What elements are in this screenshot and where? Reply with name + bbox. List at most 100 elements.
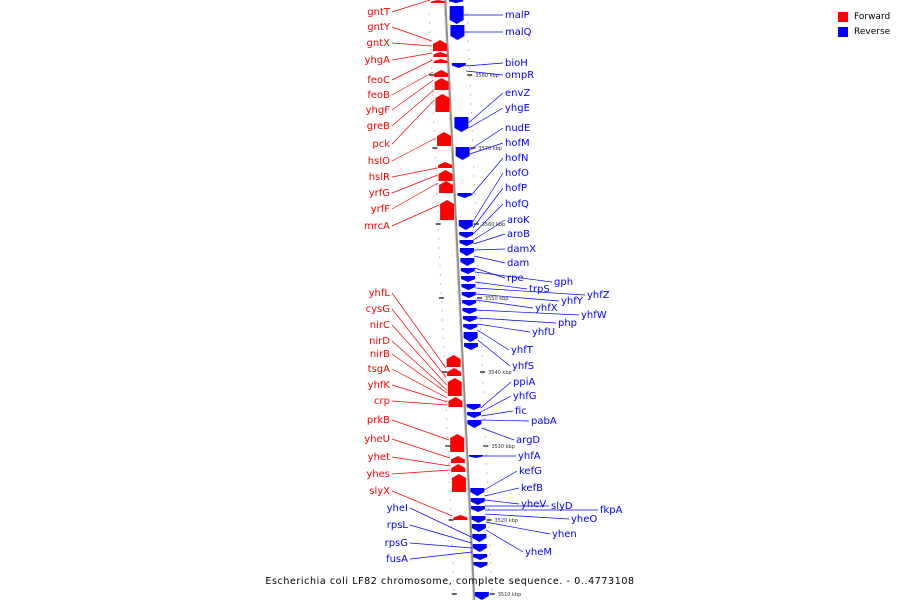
forward-leader-line [391,340,448,391]
forward-gene-label: slyX [369,486,390,497]
forward-gene-label: yhgA [365,55,391,66]
forward-leader-line [391,353,448,394]
reverse-gene-arrow [451,63,466,68]
forward-gene-arrow [448,397,463,407]
forward-gene-arrow [439,181,454,193]
reverse-gene-arrow [471,506,486,512]
forward-gene-label: gntY [367,22,391,33]
tick-label: 3520 kbp [495,518,519,524]
reverse-leader-line [474,267,506,279]
forward-leader-line [391,384,448,403]
forward-gene-label: hslR [369,172,390,183]
reverse-gene-label: yheI [387,503,408,514]
forward-gene-arrow [440,200,455,220]
forward-leader-line [391,419,450,441]
reverse-gene-arrow [461,276,476,282]
reverse-leader-line [472,172,504,223]
forward-gene-label: yhfL [369,288,391,299]
forward-leader-line [391,400,448,406]
reverse-gene-arrow [462,308,477,314]
reverse-gene-arrow [472,534,487,542]
reverse-gene-arrow [466,404,481,410]
reverse-leader-line [476,317,557,324]
reverse-gene-arrow [472,544,487,552]
forward-gene-label: yhfK [368,380,391,391]
reverse-gene-label: fic [515,406,527,417]
reverse-gene-label: damX [507,244,536,255]
reverse-leader-line [468,107,504,129]
reverse-gene-label: bioH [505,58,528,69]
reverse-gene-label: yhfZ [587,290,610,301]
reverse-gene-label: trpS [529,284,550,295]
reverse-gene-label: aroK [507,215,530,226]
forward-leader-line [391,89,435,127]
reverse-gene-arrow [466,412,481,418]
forward-gene-arrow [446,355,461,367]
reverse-gene-label: kefG [519,466,542,477]
forward-gene-arrow [438,170,453,181]
reverse-gene-arrow [470,498,485,505]
reverse-leader-line [469,142,504,155]
map-caption: Escherichia coli LF82 chromosome, comple… [265,576,635,587]
reverse-leader-line [475,293,560,302]
reverse-gene-label: ompR [505,70,534,81]
reverse-gene-label: malQ [505,27,532,38]
reverse-gene-label: hofP [505,183,527,194]
forward-gene-label: feoB [367,90,390,101]
reverse-gene-label: yhfS [512,361,534,372]
reverse-leader-line [469,127,504,151]
forward-gene-arrow [432,40,447,51]
reverse-gene-arrow [463,324,478,330]
tick-label: 3530 kbp [491,444,515,450]
legend: Forward Reverse [838,9,890,39]
forward-leader-line [391,469,451,475]
reverse-leader-line [475,281,528,290]
forward-gene-label: crp [374,396,390,407]
reverse-gene-arrow [474,592,489,600]
reverse-gene-label: rpsL [387,520,409,531]
forward-leader-line [391,99,435,145]
reverse-leader-line [409,507,472,538]
reverse-gene-arrow [473,562,488,568]
reverse-gene-arrow [459,240,474,246]
reverse-leader-line [485,521,551,535]
tick-label: 3580 kbp [475,73,499,79]
forward-gene-label: pck [372,139,390,150]
forward-leader-line [391,0,431,13]
tick-label: 3550 kbp [485,296,509,302]
reverse-gene-label: yhgE [505,103,530,114]
forward-leader-line [391,42,433,47]
reverse-gene-label: hofO [505,168,529,179]
forward-gene-label: nirC [370,320,390,331]
forward-gene-label: gntT [367,7,391,18]
forward-leader-line [391,79,434,111]
reverse-gene-arrow [459,248,474,256]
reverse-gene-arrow [460,258,475,266]
reverse-gene-label: malP [505,10,530,21]
reverse-gene-label: yhfU [532,327,555,338]
reverse-leader-line [476,323,531,333]
reverse-leader-line [475,299,534,309]
reverse-leader-line [485,513,570,520]
reverse-leader-line [477,329,510,351]
reverse-leader-line [409,542,472,549]
forward-gene-label: greB [367,121,390,132]
forward-gene-label: yhgF [366,105,391,116]
forward-gene-arrow [450,434,465,452]
reverse-leader-line [474,271,553,283]
reverse-leader-line [477,339,511,367]
reverse-gene-label: yhfA [518,451,541,462]
reverse-leader-line [472,187,504,229]
reverse-gene-label: yhfX [535,303,558,314]
reverse-gene-arrow [458,220,473,230]
legend-item-forward: Forward [838,9,890,24]
forward-gene-arrow [435,94,450,112]
reverse-gene-label: yhfY [561,296,584,307]
reverse-gene-arrow [462,300,477,306]
reverse-gene-label: dam [507,258,529,269]
reverse-gene-label: php [558,318,577,329]
reverse-gene-label: hofQ [505,199,529,210]
forward-gene-arrow [453,515,468,520]
forward-gene-label: yheU [364,434,390,445]
legend-label-forward: Forward [854,11,891,22]
